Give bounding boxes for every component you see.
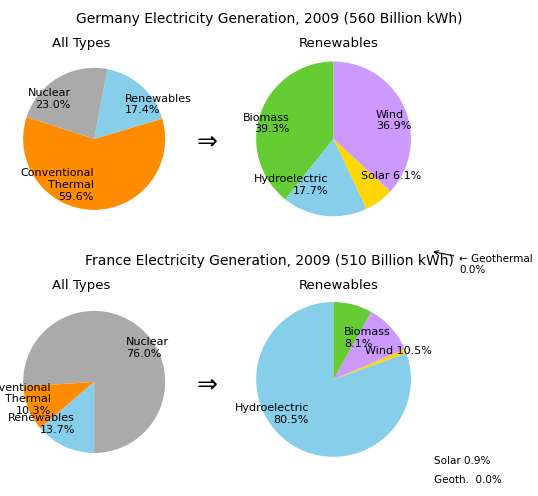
Wedge shape — [23, 382, 94, 428]
Wedge shape — [26, 68, 108, 139]
Text: Solar 6.1%: Solar 6.1% — [361, 171, 421, 182]
Text: Wind
36.9%: Wind 36.9% — [376, 110, 412, 131]
Text: Hydroelectric
17.7%: Hydroelectric 17.7% — [254, 174, 328, 196]
Text: Solar 0.9%: Solar 0.9% — [434, 456, 491, 466]
Text: Biomass
8.1%: Biomass 8.1% — [344, 327, 391, 349]
Wedge shape — [334, 349, 406, 379]
Text: Renewables: Renewables — [299, 279, 379, 292]
Text: Biomass
39.3%: Biomass 39.3% — [243, 113, 290, 134]
Text: Conventional
Thermal
59.6%: Conventional Thermal 59.6% — [20, 169, 94, 202]
Text: Conventional
Thermal
10.3%: Conventional Thermal 10.3% — [0, 383, 52, 416]
Wedge shape — [285, 139, 366, 216]
Text: ← Geothermal
0.0%: ← Geothermal 0.0% — [434, 250, 533, 275]
Text: Nuclear
76.0%: Nuclear 76.0% — [126, 337, 169, 359]
Text: ⇒: ⇒ — [196, 372, 218, 396]
Wedge shape — [334, 139, 390, 209]
Text: Renewables
17.4%: Renewables 17.4% — [125, 94, 192, 116]
Text: Renewables
13.7%: Renewables 13.7% — [8, 413, 75, 434]
Text: ⇒: ⇒ — [196, 129, 218, 153]
Wedge shape — [256, 302, 411, 457]
Wedge shape — [256, 62, 334, 199]
Wedge shape — [23, 117, 165, 210]
Text: Nuclear
23.0%: Nuclear 23.0% — [27, 88, 70, 110]
Wedge shape — [334, 302, 371, 379]
Text: Hydroelectric
80.5%: Hydroelectric 80.5% — [235, 403, 309, 425]
Wedge shape — [94, 69, 162, 139]
Text: All Types: All Types — [52, 37, 110, 50]
Text: Renewables: Renewables — [299, 37, 379, 50]
Wedge shape — [334, 62, 411, 191]
Text: Geoth.  0.0%: Geoth. 0.0% — [434, 475, 502, 485]
Wedge shape — [334, 312, 405, 379]
Wedge shape — [23, 311, 165, 453]
Text: All Types: All Types — [52, 279, 110, 292]
Wedge shape — [334, 139, 390, 191]
Text: Germany Electricity Generation, 2009 (560 Billion kWh): Germany Electricity Generation, 2009 (56… — [76, 12, 462, 26]
Wedge shape — [40, 382, 94, 453]
Text: France Electricity Generation, 2009 (510 Billion kWh): France Electricity Generation, 2009 (510… — [84, 254, 454, 268]
Text: Wind 10.5%: Wind 10.5% — [365, 346, 432, 356]
